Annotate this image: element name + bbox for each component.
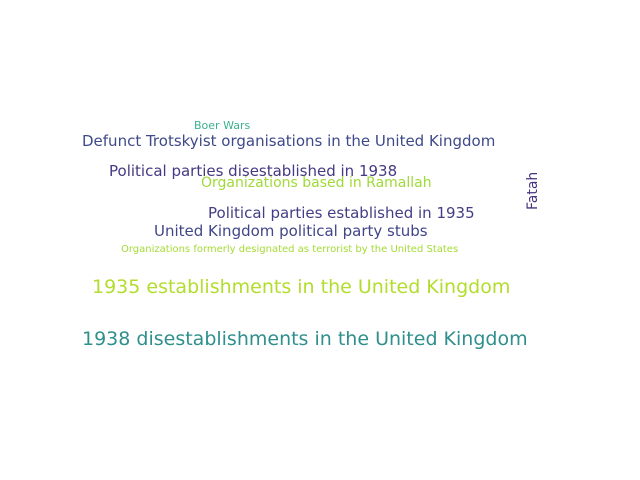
word-parties-disestablished-1938: Political parties disestablished in 1938 — [109, 162, 398, 180]
word-organizations-ramallah: Organizations based in Ramallah — [201, 175, 432, 191]
word-formerly-designated-terrorist: Organizations formerly designated as ter… — [121, 244, 459, 255]
word-parties-established-1935: Political parties established in 1935 — [208, 204, 475, 222]
word-1938-disestablishments-uk: 1938 disestablishments in the United Kin… — [82, 328, 528, 350]
word-fatah: Fatah — [525, 171, 541, 210]
word-boer-wars: Boer Wars — [194, 119, 251, 132]
word-1935-establishments-uk: 1935 establishments in the United Kingdo… — [92, 276, 511, 298]
word-defunct-trotskyist: Defunct Trotskyist organisations in the … — [82, 132, 496, 150]
word-uk-political-party-stubs: United Kingdom political party stubs — [154, 222, 428, 240]
